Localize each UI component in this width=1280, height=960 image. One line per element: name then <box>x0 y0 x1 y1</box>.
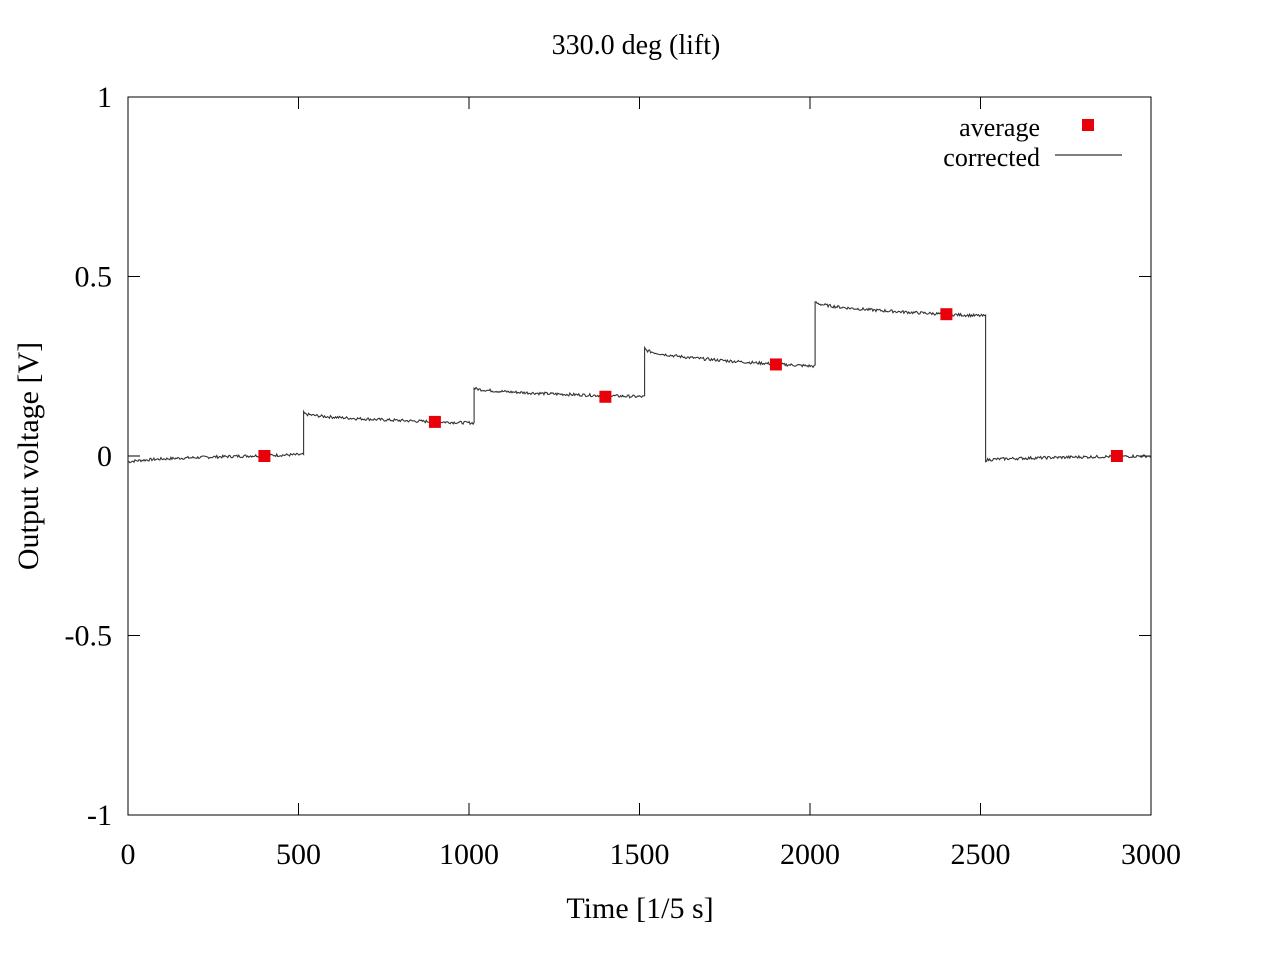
y-axis-label: Output voltage [V] <box>12 342 45 570</box>
x-axis-label: Time [1/5 s] <box>566 892 713 925</box>
tick-labels: 0 500 1000 1500 2000 2500 3000 -1 -0.5 0 0.5 1 <box>65 81 1182 871</box>
legend-label-corrected: corrected <box>943 143 1040 172</box>
legend: average corrected <box>943 113 1122 172</box>
x-tick-label: 0 <box>121 838 136 871</box>
x-tick-label: 2500 <box>951 838 1011 871</box>
chart-title: 330.0 deg (lift) <box>552 30 721 61</box>
axis-ticks <box>127 96 1152 816</box>
series-average <box>258 308 1123 462</box>
y-tick-label: 1 <box>97 81 112 114</box>
series-corrected <box>127 301 1152 464</box>
y-tick-label: -0.5 <box>65 620 113 653</box>
average-point <box>769 358 782 371</box>
y-tick-label: -1 <box>87 799 112 832</box>
average-point <box>428 415 441 428</box>
x-tick-label: 1000 <box>439 838 499 871</box>
legend-label-average: average <box>959 113 1040 142</box>
y-tick-label: 0 <box>97 440 112 473</box>
corrected-line <box>127 301 1152 464</box>
y-tick-label: 0.5 <box>75 261 113 294</box>
x-tick-label: 1500 <box>610 838 670 871</box>
average-point <box>258 450 271 462</box>
x-tick-label: 3000 <box>1121 838 1181 871</box>
average-point <box>940 308 953 321</box>
average-point <box>599 390 612 403</box>
x-tick-label: 500 <box>276 838 321 871</box>
x-tick-label: 2000 <box>780 838 840 871</box>
legend-marker-average <box>1082 119 1094 131</box>
average-point <box>1110 450 1123 462</box>
